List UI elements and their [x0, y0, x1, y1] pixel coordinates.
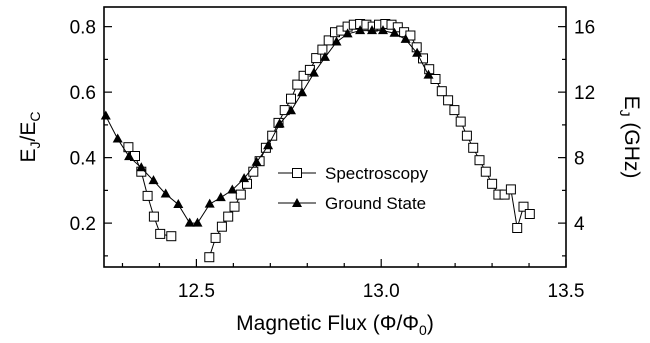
legend-label-spectroscopy: Spectroscopy [325, 164, 428, 183]
y-left-tick-label: 0.2 [70, 214, 96, 235]
y-left-tick-label: 0.6 [70, 83, 96, 104]
data-point-ground-state [263, 140, 274, 150]
data-point-spectroscopy [518, 201, 529, 212]
x-tick-label: 13.5 [548, 281, 585, 302]
data-point-spectroscopy [166, 231, 177, 242]
data-point-spectroscopy [430, 74, 441, 84]
data-point-spectroscopy [455, 116, 466, 127]
x-axis-title: Magnetic Flux (Φ/Φ0) [236, 312, 434, 338]
y-axis-left-title: EJ/EC [17, 112, 43, 163]
y-left-tick-label: 0.4 [70, 149, 97, 170]
data-point-ground-state [378, 25, 388, 35]
y-right-tick-label: 8 [574, 149, 585, 170]
series-ground-state [100, 25, 434, 227]
data-point-ground-state [239, 173, 250, 183]
data-point-spectroscopy [248, 166, 259, 177]
data-point-spectroscopy [210, 232, 221, 243]
data-point-spectroscopy [512, 223, 523, 233]
data-point-spectroscopy [311, 53, 322, 64]
data-point-spectroscopy [449, 105, 460, 116]
legend-item-spectroscopy: Spectroscopy [278, 164, 428, 183]
data-point-ground-state [274, 118, 285, 128]
data-point-ground-state [160, 188, 171, 198]
plot-frame [103, 6, 567, 268]
data-point-ground-state [400, 33, 411, 43]
series-spectroscopy [123, 19, 535, 263]
data-point-ground-state [355, 25, 366, 35]
data-point-spectroscopy [298, 70, 309, 81]
data-point-ground-state [286, 105, 296, 115]
data-point-ground-state [204, 198, 215, 208]
data-point-ground-state [389, 27, 400, 37]
data-point-spectroscopy [317, 44, 328, 55]
data-point-spectroscopy [499, 189, 510, 200]
data-point-ground-state [227, 184, 238, 194]
data-point-ground-state [342, 28, 353, 38]
data-point-spectroscopy [474, 155, 485, 166]
data-point-ground-state [331, 36, 342, 46]
data-point-ground-state [124, 151, 135, 161]
data-point-spectroscopy [229, 201, 240, 212]
data-point-ground-state [251, 156, 262, 166]
data-point-spectroscopy [223, 211, 234, 222]
data-point-ground-state [136, 162, 147, 172]
data-point-spectroscopy [436, 86, 447, 97]
x-tick-label: 13.0 [363, 281, 400, 302]
data-point-spectroscopy [418, 53, 428, 64]
data-point-ground-state [100, 110, 111, 120]
y-right-tick-label: 12 [574, 83, 595, 104]
data-point-spectroscopy [123, 142, 134, 153]
data-point-spectroscopy [468, 142, 479, 153]
data-point-spectroscopy [487, 178, 498, 189]
data-point-ground-state [320, 51, 330, 61]
data-point-ground-state [192, 217, 203, 227]
data-point-spectroscopy [443, 95, 454, 106]
data-point-spectroscopy [480, 166, 491, 177]
data-point-spectroscopy [235, 189, 246, 200]
data-point-ground-state [308, 67, 319, 77]
legend-marker-spectroscopy [292, 168, 302, 178]
data-point-spectroscopy [286, 93, 296, 104]
series-layer [100, 19, 535, 263]
data-point-spectroscopy [148, 211, 159, 222]
y-axis-left: 0.2 0.4 0.6 0.8 [70, 18, 112, 257]
data-point-ground-state [412, 47, 423, 57]
data-point-spectroscopy [216, 221, 227, 232]
data-point-ground-state [173, 199, 184, 208]
data-point-ground-state [184, 217, 195, 227]
data-point-spectroscopy [155, 228, 166, 239]
y-axis-right: 4 8 12 16 [558, 18, 595, 257]
y-right-tick-label: 4 [574, 214, 585, 235]
data-point-spectroscopy [505, 184, 516, 195]
data-point-ground-state [112, 133, 123, 143]
data-point-spectroscopy [204, 252, 215, 263]
legend: Spectroscopy Ground State [278, 164, 428, 213]
legend-label-ground-state: Ground State [325, 194, 426, 213]
legend-item-ground-state: Ground State [278, 194, 426, 213]
x-tick-label: 12.5 [178, 281, 215, 302]
data-point-ground-state [297, 87, 308, 97]
data-point-ground-state [367, 25, 377, 35]
y-left-tick-label: 0.8 [70, 18, 96, 39]
series-line-spectroscopy [208, 23, 531, 258]
x-axis: 12.5 13.0 13.5 [121, 259, 585, 302]
data-point-ground-state [423, 69, 434, 79]
data-point-spectroscopy [461, 130, 472, 141]
y-axis-right-title: EJ (GHz) [617, 96, 643, 179]
y-right-tick-label: 16 [574, 18, 595, 39]
data-point-spectroscopy [323, 35, 334, 46]
data-point-ground-state [215, 192, 226, 202]
data-point-spectroscopy [524, 209, 535, 219]
data-point-spectroscopy [142, 190, 153, 201]
data-point-spectroscopy [267, 130, 278, 141]
data-point-spectroscopy [292, 79, 303, 90]
data-point-ground-state [148, 175, 159, 185]
legend-marker-ground-state [292, 198, 302, 207]
